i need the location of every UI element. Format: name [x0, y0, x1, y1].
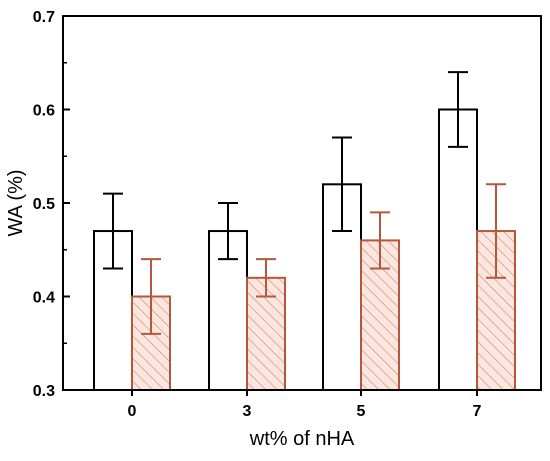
ticks-layer: 0.3 0.4 0.5 0.6 0.7 0 3 5 7	[33, 9, 482, 420]
y-tick-label-0.7: 0.7	[33, 9, 55, 26]
x-tick-label-7: 7	[473, 403, 482, 420]
y-axis-label: WA (%)	[5, 169, 27, 236]
y-tick-label-0.3: 0.3	[33, 383, 55, 400]
bars-layer	[93, 71, 516, 391]
y-tick-label-0.5: 0.5	[33, 196, 55, 213]
y-tick-label-0.4: 0.4	[33, 290, 55, 307]
x-tick-label-0: 0	[128, 403, 137, 420]
x-axis-label: wt% of nHA	[249, 428, 355, 450]
y-tick-label-0.6: 0.6	[33, 103, 55, 120]
x-tick-label-3: 3	[243, 403, 252, 420]
x-tick-label-5: 5	[357, 403, 366, 420]
bar-s1-7	[438, 108, 478, 391]
